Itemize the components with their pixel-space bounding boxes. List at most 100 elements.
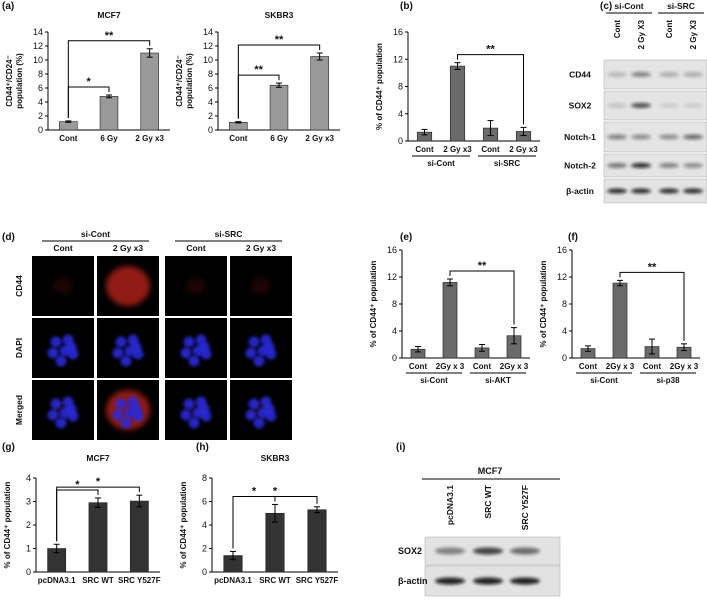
bar <box>88 502 108 573</box>
blot-band <box>683 163 703 168</box>
row-label: Merged <box>14 395 24 425</box>
chart-title: MCF7 <box>86 453 109 463</box>
blot-band <box>435 577 465 585</box>
error-bar <box>65 120 72 123</box>
x-tick-label: Cont <box>409 362 428 371</box>
x-tick-label: Cont <box>229 134 248 143</box>
x-tick-label: Cont <box>59 134 78 143</box>
x-tick-label: 2 Gy x3 <box>443 145 472 154</box>
group-label: si-Cont <box>590 376 618 385</box>
y-axis-label: % of CD44⁺ population <box>375 43 384 130</box>
y-tick-label: 0 <box>562 353 567 363</box>
lane-label: 2 Gy X3 <box>637 19 646 49</box>
x-tick-label: Cont <box>579 362 598 371</box>
blot-band <box>631 103 651 108</box>
error-bar <box>487 120 494 137</box>
bar <box>442 282 458 359</box>
y-tick-label: 2 <box>208 111 213 121</box>
row-label: CD44 <box>14 275 24 297</box>
nucleus <box>253 417 265 429</box>
x-tick-label: 2 Gy x3 <box>509 145 538 154</box>
y-tick-label: 4 <box>392 326 397 336</box>
nucleus <box>112 409 124 421</box>
error-bar <box>511 327 517 345</box>
nucleus <box>130 341 142 353</box>
x-tick-label: 2 Gy x3 <box>305 134 334 143</box>
significance-label: * <box>96 476 101 488</box>
nucleus <box>112 347 124 359</box>
x-tick-label: SRC WT <box>82 576 114 585</box>
chart-title: MCF7 <box>97 10 120 20</box>
y-tick-label: 4 <box>562 326 567 336</box>
panel-label: (b) <box>400 1 413 12</box>
significance-bracket <box>67 40 151 118</box>
significance-label: ** <box>648 261 657 273</box>
panel-label: (g) <box>2 442 15 453</box>
blot-band <box>607 103 627 108</box>
nucleus <box>130 403 142 415</box>
y-tick-label: 2 <box>38 111 43 121</box>
nucleus <box>188 417 200 429</box>
group-label: si-SRC <box>215 229 243 239</box>
bar <box>612 282 628 359</box>
error-bar <box>421 128 428 136</box>
error-bar <box>146 48 153 58</box>
blot-band <box>631 163 651 168</box>
y-tick-label: 10 <box>33 55 43 65</box>
blot-title: MCF7 <box>478 466 503 476</box>
row-label: β-actin <box>398 576 428 586</box>
bar <box>99 96 119 131</box>
nucleus <box>198 403 210 415</box>
lane-label: SRC WT <box>483 484 493 518</box>
group-label: si-SRC <box>494 159 520 168</box>
y-axis-label: % of CD44⁺ population <box>179 481 188 568</box>
error-bar <box>314 506 320 514</box>
y-tick-label: 14 <box>203 27 213 37</box>
y-axis-label: % of CD44⁺ population <box>539 260 548 347</box>
significance-bracket <box>237 44 321 119</box>
y-tick-label: 6 <box>202 497 207 507</box>
cd44-stain <box>53 278 73 294</box>
y-tick-label: 4 <box>202 520 207 530</box>
y-axis-label: CD44⁺/CD24⁻ <box>5 55 14 107</box>
blot-band <box>683 103 703 108</box>
y-tick-label: 12 <box>393 54 403 64</box>
y-tick-label: 8 <box>562 299 567 309</box>
significance-label: * <box>273 485 278 497</box>
significance-bracket <box>449 270 515 325</box>
error-bar <box>479 344 485 352</box>
y-tick-label: 3 <box>26 497 31 507</box>
blot-band <box>510 547 540 555</box>
y-tick-label: 6 <box>208 83 213 93</box>
group-label: si-Cont <box>420 376 448 385</box>
significance-label: * <box>75 479 80 491</box>
row-label: SOX2 <box>398 546 422 556</box>
group-label: si-Cont <box>614 1 643 11</box>
lane-label: SRC Y527F <box>520 485 530 530</box>
y-axis-label: population (%) <box>185 53 194 109</box>
lane-label: Cont <box>613 20 622 39</box>
y-tick-label: 0 <box>392 353 397 363</box>
nucleus <box>55 355 67 367</box>
error-bar <box>447 278 453 287</box>
y-tick-label: 12 <box>203 41 213 51</box>
bar <box>449 65 466 142</box>
y-tick-label: 0 <box>202 567 207 577</box>
group-label: si-Cont <box>81 229 110 239</box>
bar <box>129 500 149 573</box>
row-label: β-actin <box>566 186 594 196</box>
column-label: Cont <box>53 243 73 253</box>
error-bar <box>230 550 236 561</box>
blot-band <box>659 103 679 108</box>
y-tick-label: 8 <box>392 299 397 309</box>
significance-label: ** <box>478 260 487 272</box>
significance-label: * <box>87 76 92 88</box>
cd44-stain <box>251 278 271 294</box>
group-label: si-p38 <box>656 376 680 385</box>
significance-label: ** <box>105 30 114 42</box>
y-tick-label: 0 <box>26 567 31 577</box>
row-label: CD44 <box>569 70 591 80</box>
significance-bracket <box>232 495 318 549</box>
x-tick-label: 2 Gy x3 <box>135 134 164 143</box>
error-bar <box>617 279 623 287</box>
